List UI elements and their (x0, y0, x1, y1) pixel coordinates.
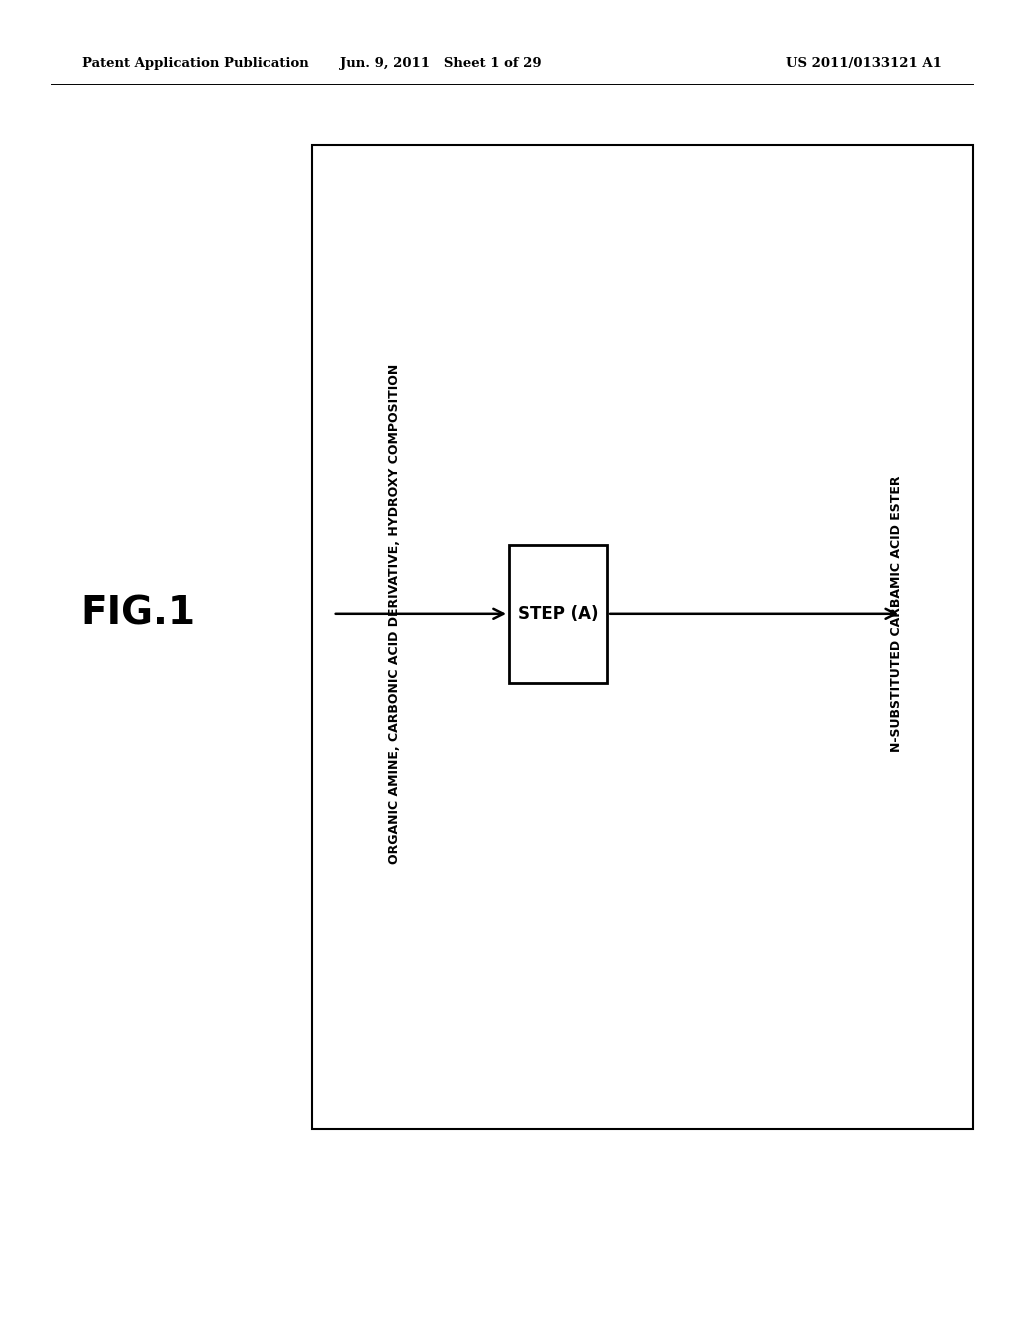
Text: Jun. 9, 2011   Sheet 1 of 29: Jun. 9, 2011 Sheet 1 of 29 (340, 57, 541, 70)
Text: STEP (A): STEP (A) (518, 605, 598, 623)
Bar (312, 145, 973, 1129)
Text: US 2011/0133121 A1: US 2011/0133121 A1 (786, 57, 942, 70)
Text: ORGANIC AMINE, CARBONIC ACID DERIVATIVE, HYDROXY COMPOSITION: ORGANIC AMINE, CARBONIC ACID DERIVATIVE,… (388, 364, 400, 863)
Text: Patent Application Publication: Patent Application Publication (82, 57, 308, 70)
Text: N-SUBSTITUTED CARBAMIC ACID ESTER: N-SUBSTITUTED CARBAMIC ACID ESTER (890, 475, 902, 752)
Bar (510, 544, 606, 682)
Text: FIG.1: FIG.1 (81, 595, 196, 632)
